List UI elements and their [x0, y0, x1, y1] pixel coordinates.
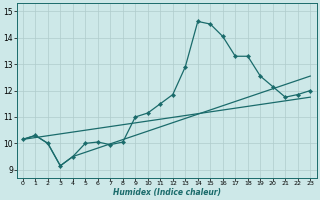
- X-axis label: Humidex (Indice chaleur): Humidex (Indice chaleur): [113, 188, 220, 197]
